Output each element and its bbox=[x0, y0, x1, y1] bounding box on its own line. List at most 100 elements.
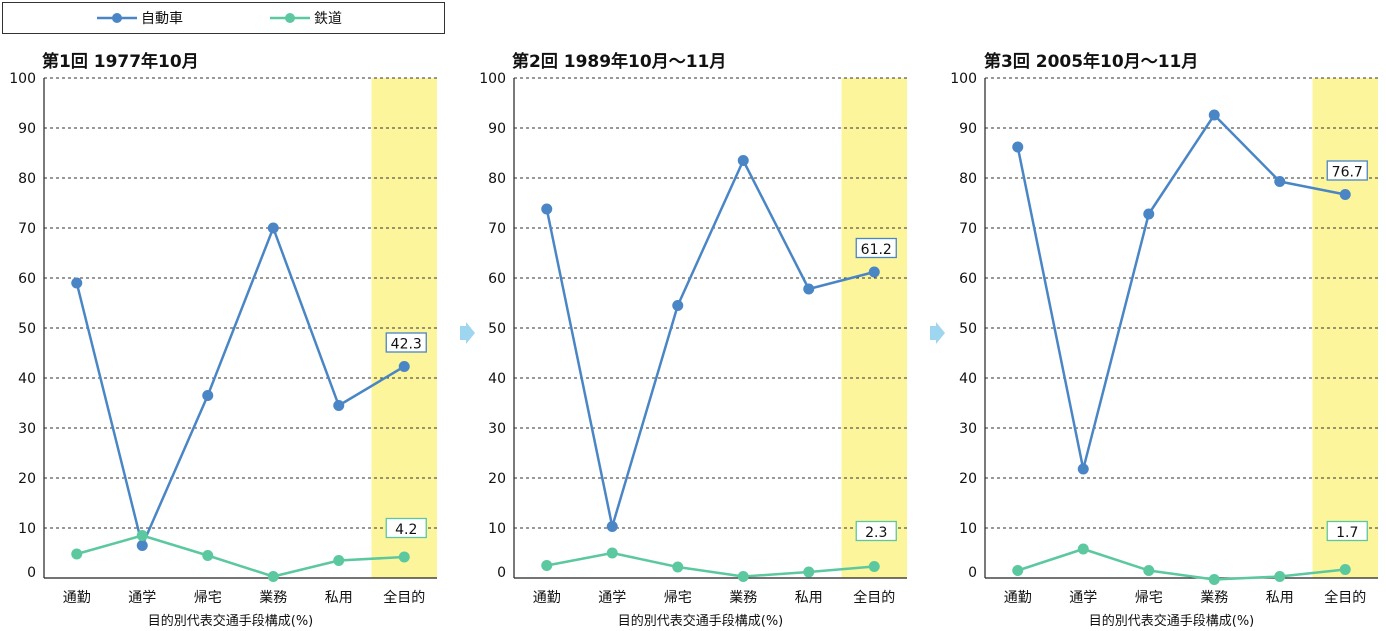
data-point-rail bbox=[541, 560, 553, 571]
data-point-rail bbox=[398, 551, 410, 563]
x-tick-label: 私用 bbox=[1266, 590, 1294, 606]
x-tick-label: 通勤 bbox=[1004, 590, 1032, 606]
y-tick-label: 10 bbox=[18, 521, 36, 537]
data-point-rail bbox=[333, 555, 345, 566]
data-point-car bbox=[1012, 141, 1024, 153]
chart-panel-2: 0 10 20 30 40 50 60 70 80 90 100 通勤 通学 帰宅 業務 私用 全目的目的別代表… bbox=[479, 51, 907, 629]
y-tick-label: 50 bbox=[959, 321, 977, 337]
y-tick-label: 100 bbox=[9, 71, 36, 87]
series-line-rail bbox=[546, 551, 875, 578]
data-label: 4.2 bbox=[395, 522, 417, 538]
x-tick-label: 通学 bbox=[128, 590, 156, 606]
x-tick-label: 帰宅 bbox=[1135, 589, 1163, 606]
x-tick-label: 全目的 bbox=[853, 589, 895, 606]
x-tick-label: 全目的 bbox=[1324, 589, 1366, 606]
data-label: 1.7 bbox=[1336, 525, 1358, 541]
data-point-car bbox=[1339, 189, 1351, 200]
legend-item-car: 自動車 bbox=[97, 3, 183, 33]
y-tick-label: 40 bbox=[488, 371, 506, 387]
y-tick-label: 40 bbox=[959, 371, 977, 387]
x-tick-label: 帰宅 bbox=[194, 589, 222, 606]
data-label-box bbox=[855, 520, 897, 542]
chart-title: 第3回 2005年10月～11月 bbox=[984, 51, 1198, 72]
legend-car-line-icon bbox=[97, 13, 137, 23]
y-tick-label: 80 bbox=[959, 171, 977, 187]
y-tick-label: 70 bbox=[18, 221, 36, 237]
x-tick-label: 通勤 bbox=[63, 590, 91, 606]
y-tick-label: 20 bbox=[488, 471, 506, 487]
data-point-car bbox=[1143, 208, 1155, 220]
y-tick-label: 80 bbox=[18, 171, 36, 187]
y-tick-label: 30 bbox=[18, 421, 36, 437]
y-tick-label: 30 bbox=[488, 421, 506, 437]
data-label: 42.3 bbox=[391, 337, 422, 353]
data-point-rail bbox=[1339, 564, 1351, 575]
data-point-car bbox=[267, 222, 279, 234]
series-line-car bbox=[1016, 113, 1346, 471]
y-tick-label: 60 bbox=[488, 271, 506, 287]
y-tick-label: 90 bbox=[18, 121, 36, 137]
data-point-car bbox=[1077, 463, 1089, 475]
x-axis-label: 目的別代表交通手段構成(%) bbox=[618, 613, 784, 629]
data-point-car bbox=[672, 300, 684, 311]
x-tick-label: 全目的 bbox=[383, 589, 425, 606]
y-tick-label: 0 bbox=[968, 565, 977, 581]
data-label: 61.2 bbox=[861, 242, 892, 258]
data-point-car bbox=[803, 283, 815, 295]
x-tick-label: 私用 bbox=[795, 590, 823, 606]
x-axis-label: 目的別代表交通手段構成(%) bbox=[1089, 613, 1255, 629]
data-point-rail bbox=[1012, 565, 1024, 576]
data-point-rail bbox=[868, 561, 880, 572]
x-tick-label: 私用 bbox=[325, 590, 353, 606]
chart-panel-1: 0 10 20 30 40 50 60 70 80 90 100 通勤 通学 帰宅 業務 私用 全目的目的別代表… bbox=[9, 51, 437, 629]
data-point-car bbox=[333, 400, 345, 411]
legend-car-label: 自動車 bbox=[141, 11, 183, 27]
data-point-rail bbox=[1143, 565, 1155, 576]
y-tick-label: 50 bbox=[488, 321, 506, 337]
data-label-box bbox=[1326, 160, 1368, 181]
y-tick-label: 70 bbox=[488, 221, 506, 237]
series-line-car bbox=[545, 159, 875, 528]
data-point-car bbox=[868, 266, 880, 278]
data-point-rail bbox=[803, 566, 815, 578]
data-point-car bbox=[202, 390, 214, 401]
y-tick-label: 20 bbox=[959, 471, 977, 487]
data-point-rail bbox=[1077, 543, 1089, 555]
y-tick-label: 0 bbox=[27, 565, 36, 581]
chart-title: 第2回 1989年10月～11月 bbox=[512, 51, 726, 72]
y-tick-label: 10 bbox=[959, 521, 977, 537]
y-tick-label: 80 bbox=[488, 171, 506, 187]
x-tick-label: 通学 bbox=[598, 590, 626, 606]
data-label: 76.7 bbox=[1332, 165, 1363, 181]
data-point-rail bbox=[606, 547, 618, 559]
y-tick-label: 50 bbox=[18, 321, 36, 337]
next-arrow-icon bbox=[930, 322, 945, 344]
x-tick-label: 帰宅 bbox=[664, 589, 692, 606]
legend-rail-label: 鉄道 bbox=[314, 11, 342, 27]
series-line-rail bbox=[1017, 547, 1346, 581]
y-tick-label: 60 bbox=[959, 271, 977, 287]
y-tick-label: 100 bbox=[479, 71, 506, 87]
data-point-rail bbox=[672, 561, 684, 573]
y-tick-label: 90 bbox=[959, 121, 977, 137]
y-tick-label: 0 bbox=[497, 565, 506, 581]
y-tick-label: 100 bbox=[950, 71, 977, 87]
data-point-rail bbox=[1208, 574, 1220, 585]
data-point-car bbox=[541, 203, 553, 215]
data-label-box bbox=[855, 237, 897, 259]
data-point-rail bbox=[71, 548, 83, 560]
x-tick-label: 通勤 bbox=[533, 590, 561, 606]
series-line-rail bbox=[76, 534, 405, 578]
y-tick-label: 20 bbox=[18, 471, 36, 487]
y-tick-label: 10 bbox=[488, 521, 506, 537]
data-point-car bbox=[737, 155, 749, 166]
data-label-box bbox=[1326, 520, 1368, 542]
series-line-car bbox=[75, 226, 405, 547]
y-tick-label: 40 bbox=[18, 371, 36, 387]
data-point-car bbox=[606, 521, 618, 532]
data-label-box bbox=[385, 332, 427, 353]
data-point-rail bbox=[737, 571, 749, 582]
data-point-car bbox=[1208, 109, 1220, 121]
x-tick-label: 業務 bbox=[259, 590, 287, 606]
